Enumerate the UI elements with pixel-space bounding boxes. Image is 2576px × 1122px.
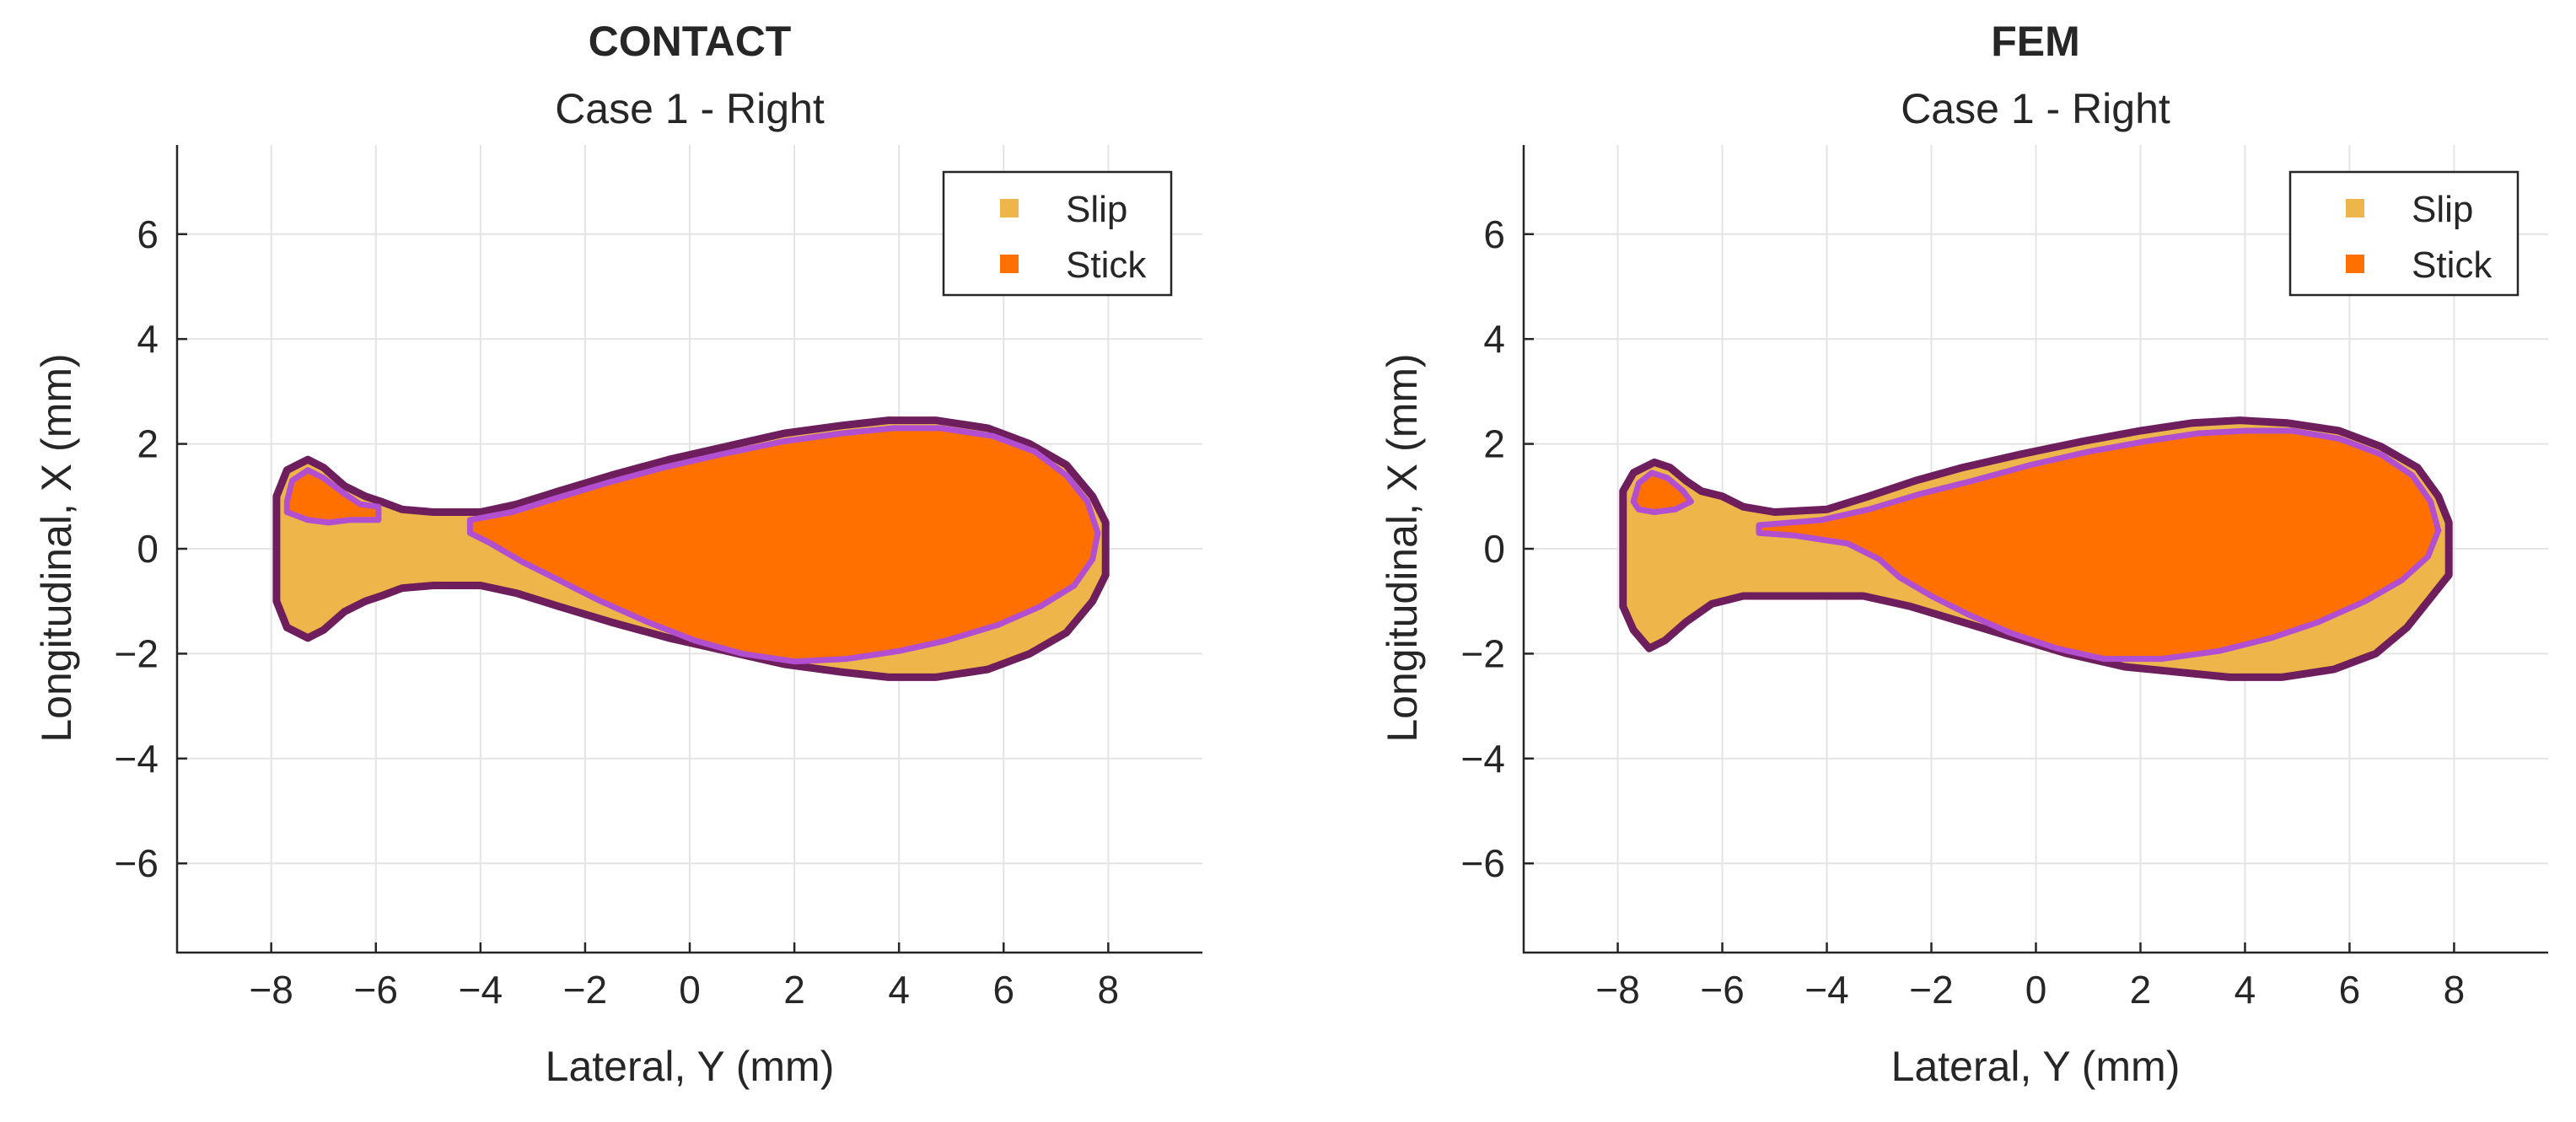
stick-region-1 [1756, 427, 2442, 663]
y-tick-label: 2 [1483, 422, 1505, 466]
legend-marker-stick [2346, 255, 2364, 273]
chart-fem: FEM Case 1 - Right −8 −6 −4 −2 0 2 4 6 8 −6 −4 −2 0… [1379, 18, 2548, 1090]
axes-frame [175, 145, 1202, 954]
x-tick-label: 8 [2444, 968, 2466, 1012]
y-tick-label: 0 [1483, 527, 1505, 571]
y-tick-label: 0 [137, 527, 159, 571]
stick-region-2 [1630, 470, 1694, 515]
y-tick-label: 6 [1483, 212, 1505, 256]
legend: Slip Stick [2288, 170, 2520, 297]
legend-marker-slip [2346, 199, 2364, 217]
axes-frame [1522, 145, 2548, 954]
x-tick-label: −8 [249, 968, 293, 1012]
x-tick-label: −4 [459, 968, 503, 1012]
x-tick-label: 2 [783, 968, 805, 1012]
x-tick-label: −4 [1804, 968, 1848, 1012]
stick-region-1 [466, 425, 1101, 665]
y-tick-label: −2 [1461, 631, 1505, 675]
chart-title: CONTACT [589, 18, 792, 65]
y-tick-label: −4 [115, 737, 159, 781]
legend-marker-stick [1000, 255, 1019, 273]
y-axis-label: Longitudinal, X (mm) [1379, 353, 1426, 742]
x-tick-label: 8 [1098, 968, 1120, 1012]
x-tick-label: 4 [2235, 968, 2256, 1012]
x-tick-label: −8 [1595, 968, 1639, 1012]
chart-contact: CONTACT Case 1 - Right −8 −6 −4 −2 0 2 4 6 8 −6−… [33, 18, 1202, 1090]
y-tick-label: −4 [1461, 737, 1505, 781]
chart-title: FEM [1991, 18, 2080, 65]
legend-marker-slip [1000, 199, 1019, 217]
x-tick-label: −2 [1909, 968, 1953, 1012]
legend-label-stick: Stick [1066, 244, 1147, 286]
y-tick-label: 2 [137, 422, 159, 466]
x-axis-label: Lateral, Y (mm) [1891, 1043, 2181, 1090]
y-tick-label: −6 [115, 841, 159, 885]
legend-box [942, 170, 1173, 297]
legend: Slip Stick [942, 170, 1173, 297]
stick-regions [283, 425, 1101, 665]
x-tick-label: −6 [354, 968, 398, 1012]
legend-label-stick: Stick [2412, 244, 2493, 286]
x-ticks: −8 −6 −4 −2 0 2 4 6 8 [1595, 942, 2465, 1012]
y-tick-label: 6 [137, 212, 159, 256]
legend-label-slip: Slip [1066, 189, 1127, 230]
x-tick-label: 4 [888, 968, 910, 1012]
chart-subtitle: Case 1 - Right [1901, 85, 2170, 132]
x-tick-label: 6 [992, 968, 1014, 1012]
plot-area [272, 416, 1110, 681]
y-ticks: −6 −4 −2 0 2 4 6 [115, 212, 187, 885]
x-tick-label: 6 [2339, 968, 2361, 1012]
x-ticks: −8 −6 −4 −2 0 2 4 6 8 [249, 942, 1119, 1012]
y-tick-label: 4 [137, 317, 159, 361]
stick-region-2 [283, 467, 382, 526]
x-tick-label: −6 [1700, 968, 1744, 1012]
y-tick-label: 4 [1483, 317, 1505, 361]
x-tick-label: −2 [563, 968, 607, 1012]
chart-subtitle: Case 1 - Right [555, 85, 825, 132]
x-tick-label: 0 [679, 968, 701, 1012]
plot-area [1619, 416, 2453, 681]
stick-regions [1630, 427, 2442, 663]
y-axis-label: Longitudinal, X (mm) [33, 353, 80, 742]
x-tick-label: 2 [2130, 968, 2152, 1012]
y-ticks: −6 −4 −2 0 2 4 6 [1461, 212, 1534, 885]
x-tick-label: 0 [2025, 968, 2047, 1012]
y-tick-label: −2 [115, 631, 159, 675]
legend-label-slip: Slip [2412, 189, 2473, 230]
x-axis-label: Lateral, Y (mm) [546, 1043, 835, 1090]
y-tick-label: −6 [1461, 841, 1505, 885]
legend-box [2288, 170, 2520, 297]
